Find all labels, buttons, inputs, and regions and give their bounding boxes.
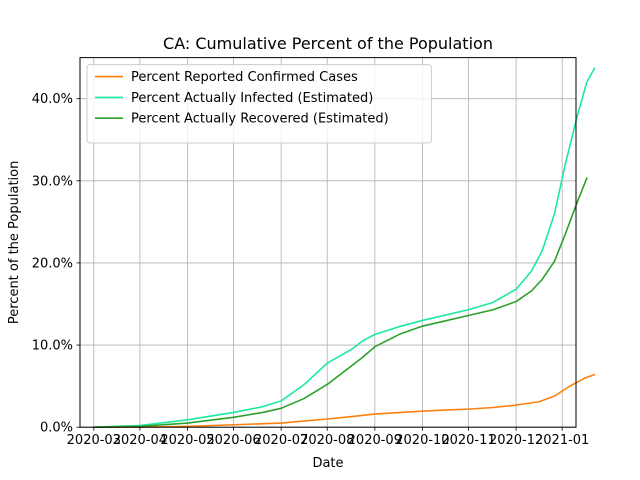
x-tick-label: 2020-04 (113, 433, 167, 448)
legend-label-3: Percent Actually Recovered (Estimated) (131, 112, 389, 127)
x-tick-label: 2020-03 (67, 433, 121, 448)
legend: Percent Reported Confirmed Cases Percent … (86, 64, 432, 144)
legend-label-2: Percent Actually Infected (Estimated) (131, 91, 373, 106)
y-tick-label: 0.0% (40, 421, 73, 436)
x-tick-label: 2020-10 (395, 433, 449, 448)
x-axis-ticks: 2020-032020-042020-052020-062020-072020-… (67, 427, 589, 448)
x-tick-label: 2020-06 (206, 433, 260, 448)
y-tick-label: 20.0% (32, 256, 73, 271)
y-axis-ticks: 0.0% 10.0% 20.0% 30.0% 40.0% (32, 92, 80, 436)
series-line-3 (93, 177, 588, 429)
x-tick-label: 2020-12 (489, 433, 543, 448)
x-tick-label: 2020-09 (348, 433, 402, 448)
x-tick-label: 2020-07 (254, 433, 308, 448)
chart-title: CA: Cumulative Percent of the Population (163, 34, 493, 53)
series-lines (92, 67, 596, 429)
y-tick-label: 10.0% (32, 339, 73, 354)
series-line-1 (93, 373, 596, 429)
x-tick-label: 2020-05 (160, 433, 214, 448)
y-axis-label: Percent of the Population (7, 161, 22, 324)
legend-label-1: Percent Reported Confirmed Cases (131, 70, 358, 85)
x-tick-label: 2020-11 (441, 433, 495, 448)
x-tick-label: 2021-01 (535, 433, 589, 448)
legend-box (86, 64, 432, 144)
plot-frame (79, 57, 577, 428)
y-tick-label: 40.0% (32, 92, 73, 107)
x-axis-label: Date (312, 456, 343, 471)
x-tick-label: 2020-08 (300, 433, 354, 448)
y-tick-label: 30.0% (32, 174, 73, 189)
series-line-2 (92, 67, 596, 429)
